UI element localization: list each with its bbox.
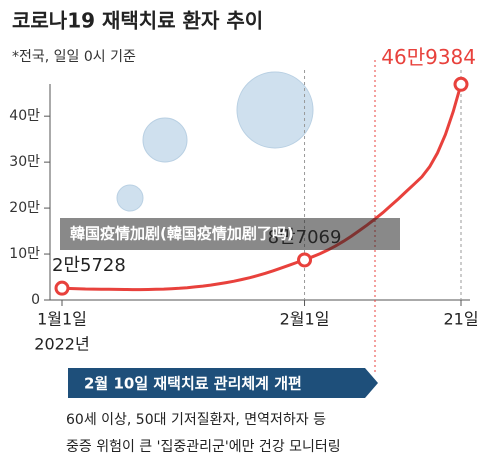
y-tick-label: 20만 (9, 200, 40, 216)
point (297, 252, 313, 268)
line (61, 83, 463, 292)
annotation-title: 2월 10일 재택치료 관리체계 개편 (84, 375, 302, 393)
y-tick-label: 30만 (9, 154, 40, 170)
x-tick-label: 2월1일 (280, 310, 330, 329)
annotation-box (68, 368, 378, 398)
point (54, 280, 70, 296)
y-tick-label: 0 (31, 292, 40, 308)
y-tick-label: 10만 (9, 246, 40, 262)
x-tick-label: 1월1일 (37, 310, 87, 329)
y-tick-label: 40만 (9, 108, 40, 124)
x-year-label: 2022년 (34, 335, 89, 354)
x-tick-label: 21일 (443, 310, 478, 329)
data-label: 46만9384 (381, 45, 476, 69)
annotation-line: 중증 위험이 큰 '집중관리군'에만 건강 모니터링 (66, 439, 341, 455)
overlay-banner (60, 218, 400, 250)
chart-subtitle: *전국, 일일 0시 기준 (12, 49, 136, 65)
annotation-line: 60세 이상, 50대 기저질환자, 면역저하자 등 (66, 412, 326, 428)
chart-title: 코로나19 재택치료 환자 추이 (12, 9, 263, 33)
point (453, 76, 469, 92)
overlay-caption: 韓国疫情加剧(韓国疫情加剧了吗) (70, 225, 294, 243)
data-label: 2만5728 (52, 255, 126, 276)
virus-illustration (116, 71, 314, 212)
